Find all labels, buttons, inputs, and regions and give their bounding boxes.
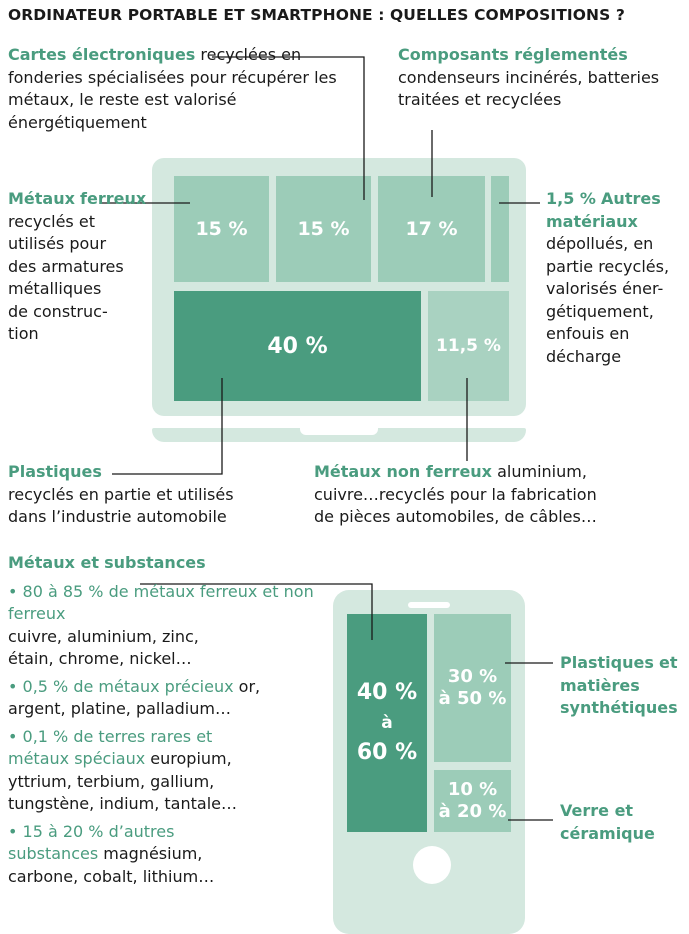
metaux-heading-l1: Métaux et [8, 553, 99, 572]
segment-plastiques-40: 40 % [174, 291, 421, 401]
segment-composants-17: 17 % [378, 176, 485, 282]
label-metaux-ferreux: Métaux ferreux recyclés et utilisés pour… [8, 189, 147, 343]
smartphone-speaker [408, 602, 450, 608]
metaux-heading-l2: substances [104, 553, 206, 572]
leader-phone-metaux [140, 583, 373, 640]
metaux-item-3: • 0,1 % de terres rares et métaux spécia… [8, 726, 237, 814]
smartphone-home-button [413, 846, 451, 884]
segment-non-ferreux-11-5: 11,5 % [428, 291, 509, 401]
segment-metaux-ferreux-15: 15 % [276, 176, 371, 282]
label-phone-verre: Verre et céramique [560, 801, 655, 843]
leader-cartes [212, 56, 365, 200]
label-plastiques: Plastiques recyclés en partie et utilisé… [8, 462, 234, 526]
label-phone-plastiques: Plastiques et matières synthétiques [560, 653, 678, 717]
metaux-item-1: • 80 à 85 % de métaux ferreux et non fer… [8, 581, 314, 669]
leader-plastiques [112, 378, 223, 475]
page-title: ORDINATEUR PORTABLE ET SMARTPHONE : QUEL… [8, 6, 625, 24]
segment-cartes-15: 15 % [174, 176, 269, 282]
label-composants: Composants réglementés condenseurs incin… [398, 45, 660, 109]
metaux-substances-list: Métaux et substances • 80 à 85 % de méta… [8, 552, 328, 888]
phone-segment-verre: 10 % à 20 % [434, 770, 511, 832]
laptop-notch [300, 428, 378, 435]
label-cartes: Cartes électroniques recyclées en fonder… [8, 45, 337, 132]
metaux-item-2: • 0,5 % de métaux précieux or, argent, p… [8, 676, 261, 719]
metaux-item-4: • 15 à 20 % d’autres substances magnésiu… [8, 821, 215, 886]
laptop-base [152, 428, 526, 442]
phone-segment-plastiques: 30 % à 50 % [434, 614, 511, 762]
label-metaux-non-ferreux: Métaux non ferreux aluminium, cuivre…rec… [314, 462, 597, 526]
label-autres-materiaux: 1,5 % Autres matériaux dépollués, en par… [546, 189, 670, 366]
phone-segment-metaux: 40 % à 60 % [347, 614, 427, 832]
